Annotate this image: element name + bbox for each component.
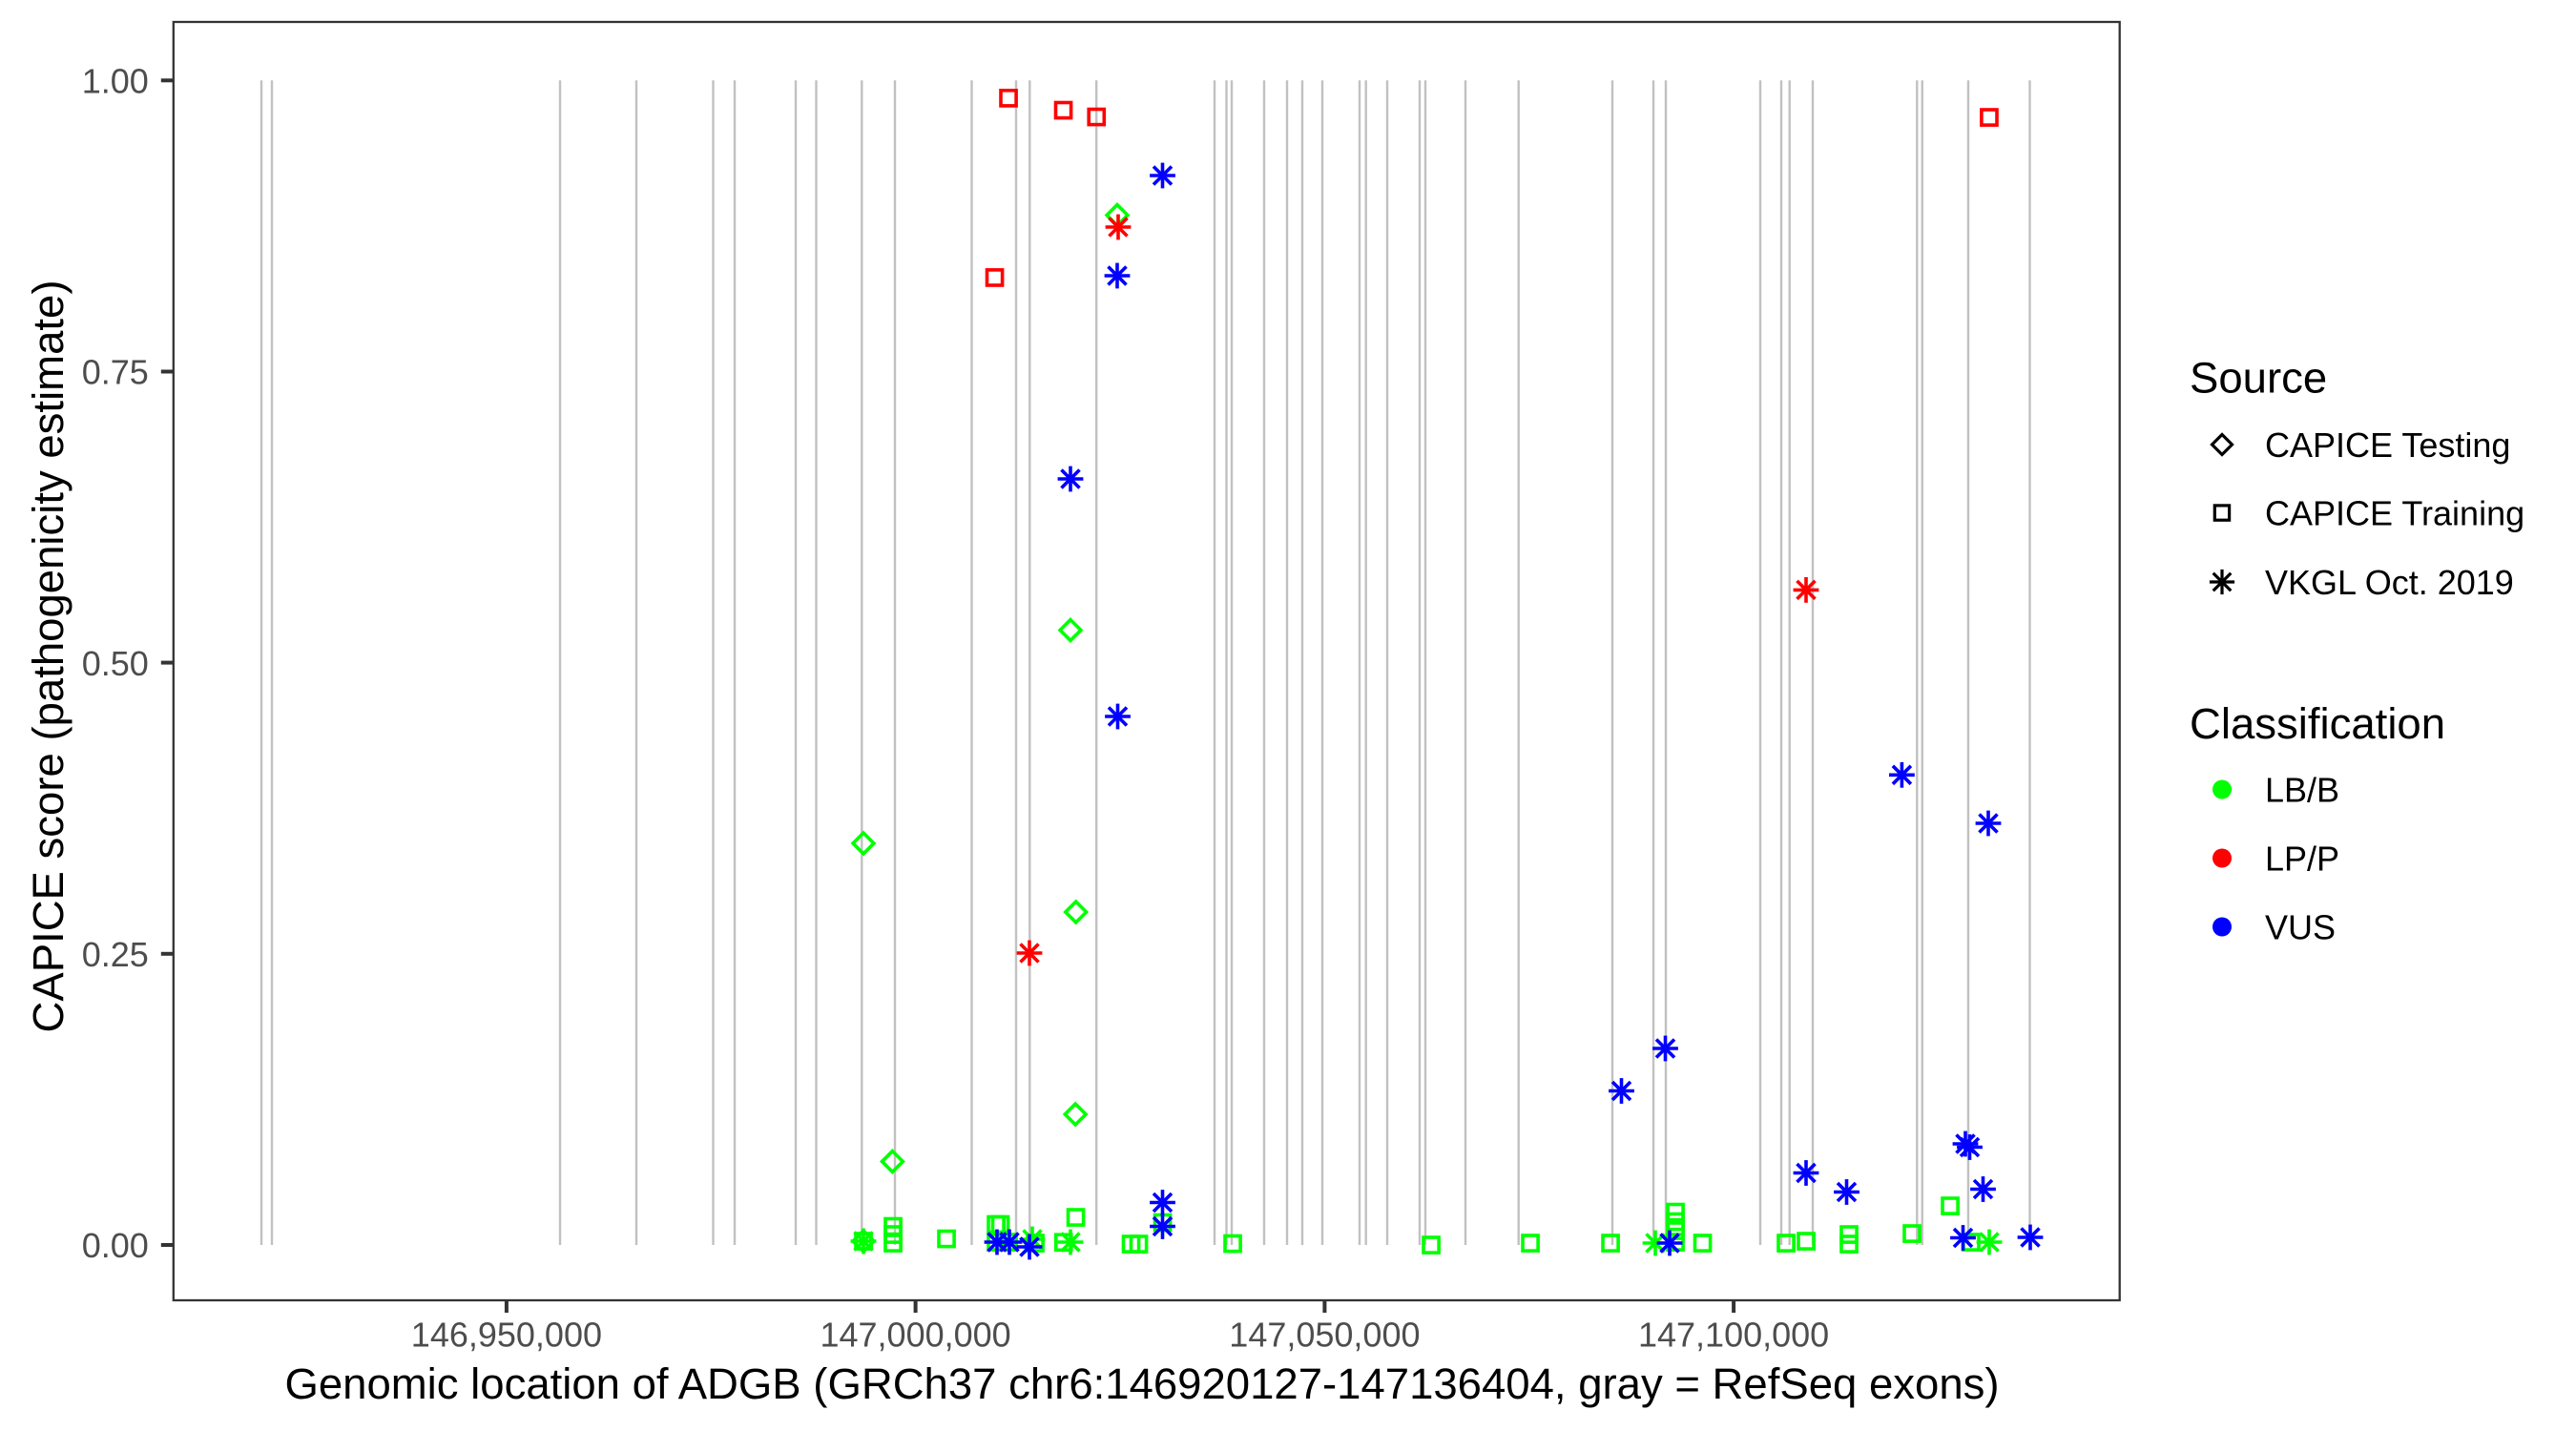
svg-text:Classification: Classification [2190,699,2445,748]
svg-text:CAPICE score (pathogenicity es: CAPICE score (pathogenicity estimate) [24,280,73,1033]
svg-text:LP/P: LP/P [2265,840,2339,879]
svg-text:0.50: 0.50 [82,644,149,683]
svg-text:0.00: 0.00 [82,1226,149,1265]
svg-text:1.00: 1.00 [82,61,149,100]
svg-text:VKGL Oct. 2019: VKGL Oct. 2019 [2265,563,2514,602]
svg-text:147,000,000: 147,000,000 [820,1316,1010,1355]
svg-text:Genomic location of ADGB (GRCh: Genomic location of ADGB (GRCh37 chr6:14… [284,1359,1999,1408]
svg-text:Source: Source [2190,354,2327,403]
svg-text:0.25: 0.25 [82,935,149,974]
svg-text:0.75: 0.75 [82,353,149,392]
svg-text:CAPICE Training: CAPICE Training [2265,494,2524,533]
svg-text:147,050,000: 147,050,000 [1229,1316,1420,1355]
svg-text:CAPICE Testing: CAPICE Testing [2265,425,2510,465]
svg-text:146,950,000: 146,950,000 [411,1316,602,1355]
svg-text:VUS: VUS [2265,908,2336,947]
svg-text:LB/B: LB/B [2265,771,2339,810]
svg-text:147,100,000: 147,100,000 [1638,1316,1829,1355]
